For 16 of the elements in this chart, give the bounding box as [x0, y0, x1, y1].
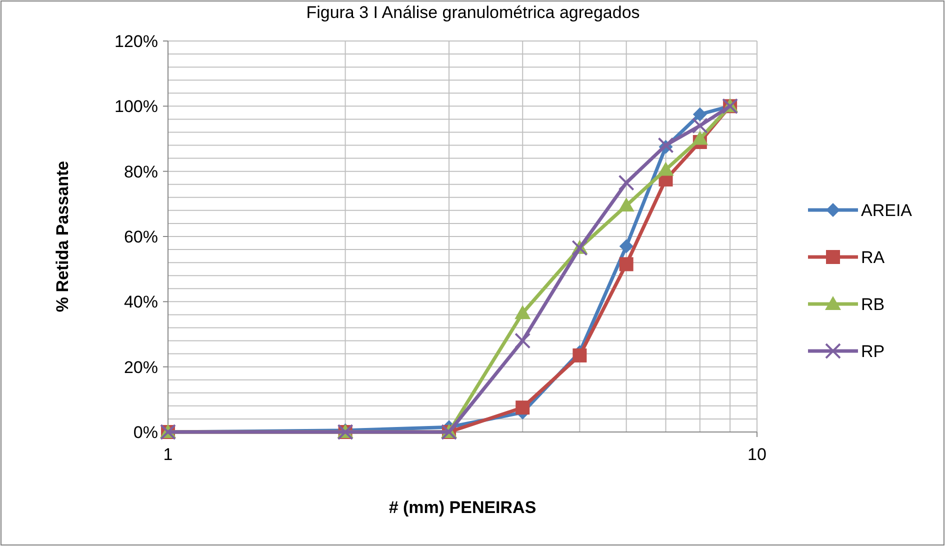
- y-tick-label: 20%: [124, 358, 158, 377]
- y-tick-label: 40%: [124, 292, 158, 312]
- y-tick-label: 100%: [114, 97, 158, 116]
- legend-label: RB: [861, 294, 885, 314]
- y-axis-title: % Retida Passante: [53, 160, 72, 312]
- chart-title: Figura 3 I Análise granulométrica agregados: [306, 3, 640, 22]
- y-tick-label: 60%: [124, 227, 158, 246]
- x-tick-label: 10: [748, 445, 766, 464]
- legend-label: RP: [861, 342, 885, 361]
- y-tick-label: 120%: [114, 32, 158, 51]
- y-tick-label: 0%: [133, 422, 158, 442]
- x-tick-label: 1: [163, 445, 173, 464]
- legend-label: RA: [861, 248, 886, 267]
- x-axis-title: # (mm) PENEIRAS: [388, 498, 536, 517]
- y-tick-label: 80%: [124, 162, 158, 182]
- legend-label: AREIA: [861, 200, 913, 220]
